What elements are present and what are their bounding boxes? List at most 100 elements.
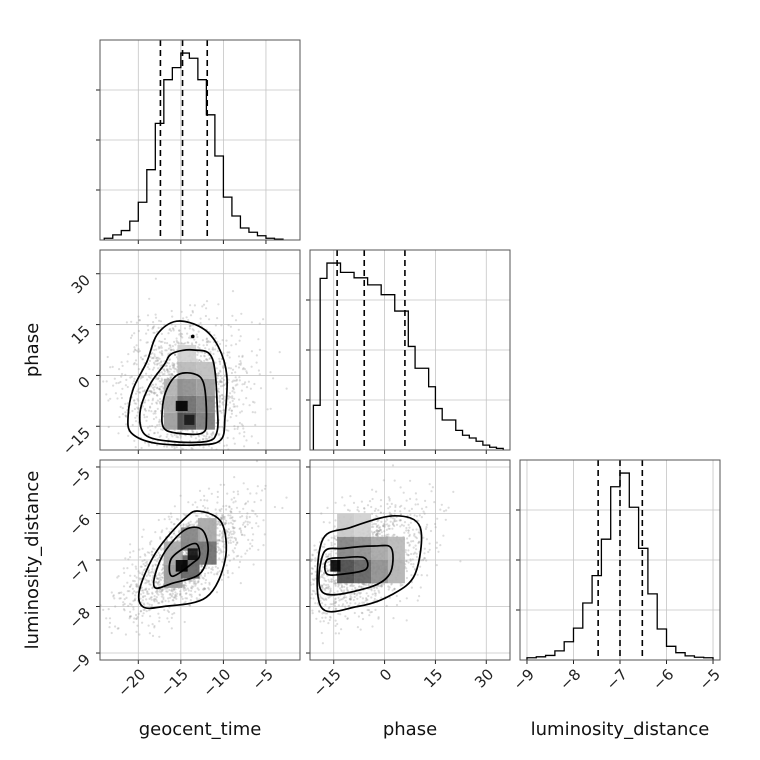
scatter-point: [157, 326, 160, 329]
scatter-point: [134, 420, 138, 423]
scatter-point: [408, 535, 411, 538]
scatter-point: [228, 395, 231, 398]
scatter-point: [190, 589, 193, 593]
scatter-point: [170, 433, 173, 436]
scatter-point: [146, 602, 149, 605]
scatter-point: [150, 410, 153, 413]
scatter-point: [144, 441, 147, 444]
scatter-point: [153, 355, 156, 358]
scatter-point: [147, 444, 150, 447]
scatter-point: [118, 415, 121, 419]
scatter-point: [216, 490, 219, 493]
scatter-point: [311, 567, 314, 570]
scatter-point: [232, 490, 235, 493]
scatter-point: [177, 341, 180, 344]
scatter-point: [190, 579, 193, 582]
scatter-point: [166, 369, 169, 372]
scatter-point: [405, 560, 408, 563]
scatter-point: [190, 595, 193, 598]
scatter-point: [244, 381, 247, 384]
scatter-point: [353, 611, 356, 615]
scatter-point: [157, 377, 160, 380]
scatter-point: [178, 329, 181, 332]
scatter-point: [186, 332, 189, 335]
scatter-point: [158, 580, 161, 583]
scatter-point: [356, 626, 359, 629]
scatter-point: [168, 367, 171, 370]
scatter-point: [229, 416, 232, 419]
y-axis-label-luminosity-distance: luminosity_distance: [22, 471, 43, 650]
x-tick-label-phase: 30: [471, 665, 497, 691]
scatter-point: [137, 350, 140, 354]
scatter-point: [427, 550, 430, 554]
scatter-point: [219, 380, 222, 383]
scatter-point: [412, 552, 415, 556]
scatter-point: [338, 599, 341, 602]
density-cell: [187, 548, 198, 560]
scatter-point: [238, 510, 241, 513]
scatter-point: [404, 551, 407, 554]
scatter-point: [352, 501, 356, 504]
scatter-point: [136, 616, 139, 619]
scatter-point: [131, 592, 134, 595]
scatter-point: [410, 563, 413, 566]
scatter-point: [173, 367, 176, 370]
histogram-luminosity-distance: [526, 472, 714, 660]
scatter-point: [201, 339, 204, 342]
contour-level-2: [138, 348, 219, 444]
scatter-point: [146, 378, 149, 381]
scatter-point: [393, 518, 396, 521]
scatter-point: [219, 483, 222, 486]
scatter-point: [168, 328, 171, 331]
scatter-point: [248, 515, 251, 519]
scatter-point: [185, 552, 188, 555]
scatter-point: [134, 416, 137, 419]
scatter-point: [196, 519, 199, 522]
scatter-point: [151, 424, 154, 428]
scatter-point: [337, 632, 341, 635]
scatter-point: [129, 336, 133, 339]
scatter-point: [119, 597, 122, 600]
scatter-point: [404, 549, 407, 552]
scatter-point: [157, 577, 160, 580]
scatter-point: [232, 501, 235, 504]
scatter-point: [388, 596, 391, 599]
scatter-point: [323, 572, 326, 575]
scatter-point: [146, 591, 149, 594]
scatter-point: [371, 497, 374, 501]
scatter-point: [55, 346, 57, 348]
scatter-point: [439, 544, 442, 547]
scatter-point: [219, 369, 222, 372]
scatter-point: [231, 390, 234, 393]
scatter-point: [150, 357, 153, 360]
scatter-point: [174, 353, 177, 356]
scatter-point: [170, 589, 173, 592]
scatter-point: [208, 435, 211, 438]
scatter-point: [248, 547, 251, 550]
scatter-point: [384, 520, 387, 523]
scatter-point: [237, 493, 240, 496]
scatter-point: [170, 515, 173, 518]
scatter-point: [176, 436, 180, 439]
scatter-point: [165, 527, 168, 530]
scatter-point: [386, 523, 389, 526]
scatter-point: [391, 464, 395, 467]
scatter-point: [231, 395, 234, 398]
scatter-point: [179, 592, 182, 595]
scatter-point: [364, 599, 367, 602]
panel-frame: [99, 249, 301, 451]
scatter-point: [373, 509, 376, 512]
scatter-point: [201, 305, 204, 308]
scatter-point: [179, 594, 182, 597]
scatter-point: [388, 513, 392, 516]
scatter-point: [219, 549, 223, 552]
scatter-point: [420, 516, 423, 519]
scatter-point: [129, 610, 132, 614]
scatter-point: [118, 368, 121, 371]
scatter-point: [198, 347, 201, 350]
scatter-point: [375, 533, 378, 536]
scatter-point: [373, 597, 376, 601]
scatter-point: [216, 573, 219, 576]
scatter-point: [132, 599, 135, 603]
scatter-point: [403, 507, 406, 510]
